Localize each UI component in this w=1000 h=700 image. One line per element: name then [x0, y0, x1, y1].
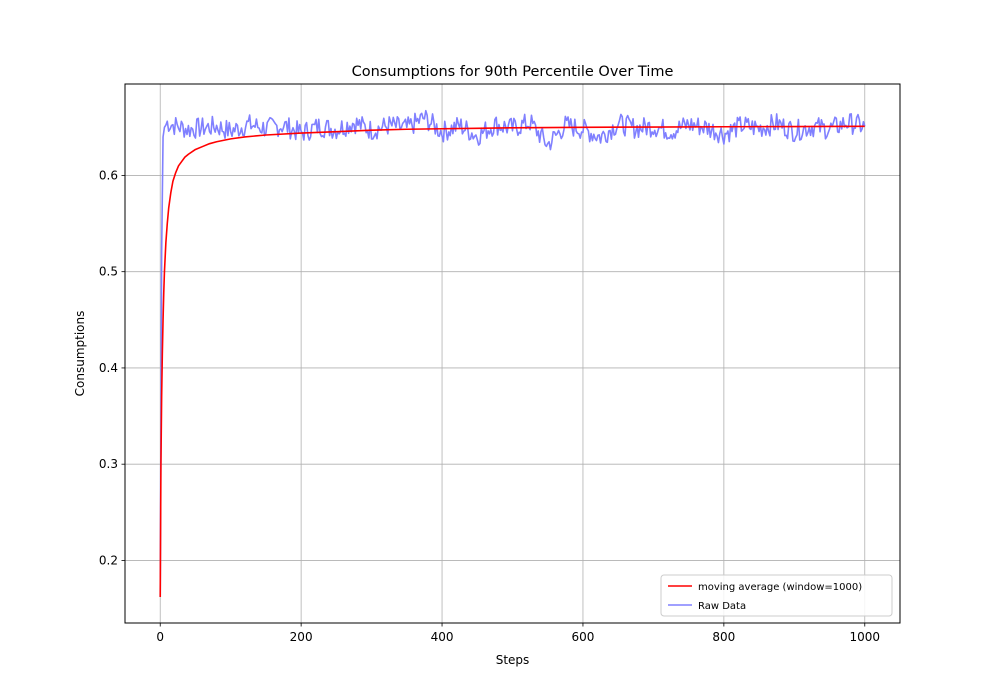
series-line-moving-average [159, 125, 865, 598]
grid [125, 84, 900, 623]
y-tick-label: 0.2 [99, 553, 118, 567]
y-tick-label: 0.6 [99, 168, 118, 182]
series-line-raw-data [159, 109, 866, 598]
x-tick-label: 200 [290, 630, 313, 644]
series-layer [159, 109, 866, 598]
y-tick-label: 0.3 [99, 457, 118, 471]
plot-frame [124, 83, 901, 624]
legend-box [660, 574, 893, 617]
y-axis-label: Consumptions [73, 311, 87, 397]
legend: moving average (window=1000) Raw Data [660, 574, 893, 617]
y-tick-label: 0.5 [99, 265, 118, 279]
legend-label-raw-data: Raw Data [698, 601, 746, 612]
x-tick-label: 600 [572, 630, 595, 644]
legend-label-moving-average: moving average (window=1000) [698, 582, 862, 593]
chart-title: Consumptions for 90th Percentile Over Ti… [352, 64, 674, 80]
x-axis-label: Steps [496, 653, 530, 667]
x-tick-label: 1000 [849, 630, 880, 644]
x-tick-label: 400 [431, 630, 454, 644]
x-axis: 0 200 400 600 800 1000 [156, 623, 880, 644]
x-tick-label: 0 [156, 630, 164, 644]
y-axis: 0.2 0.3 0.4 0.5 0.6 [99, 168, 125, 567]
y-tick-label: 0.4 [99, 361, 118, 375]
x-tick-label: 800 [712, 630, 735, 644]
